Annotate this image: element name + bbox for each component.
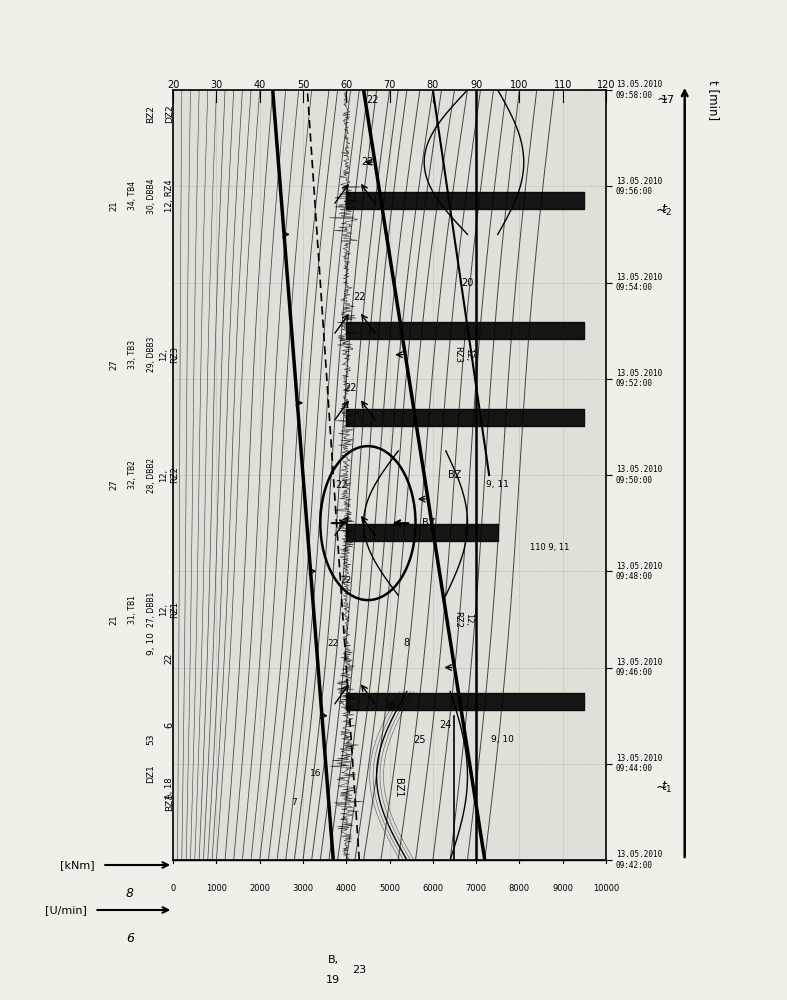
Text: B,: B, (327, 955, 339, 965)
Text: BZ1: BZ1 (164, 793, 174, 811)
Text: 12,
RZ3: 12, RZ3 (453, 346, 473, 363)
Text: ~: ~ (656, 203, 667, 217)
Text: A, 18: A, 18 (164, 777, 174, 799)
Text: 5000: 5000 (379, 884, 400, 893)
Text: 50: 50 (297, 80, 309, 90)
Text: 12,
RZ1: 12, RZ1 (160, 601, 179, 618)
Text: 20: 20 (167, 80, 179, 90)
Text: 6: 6 (164, 722, 174, 728)
Text: 10000: 10000 (593, 884, 619, 893)
Text: 29, DBB3: 29, DBB3 (146, 337, 156, 372)
Text: 7: 7 (291, 798, 297, 807)
Text: 12,
RZ3: 12, RZ3 (160, 346, 179, 363)
Text: 22: 22 (336, 480, 348, 490)
Text: 33, TB3: 33, TB3 (127, 340, 137, 369)
Text: 90: 90 (470, 80, 482, 90)
Text: 53: 53 (146, 734, 156, 745)
Text: 110: 110 (553, 80, 572, 90)
Text: 0: 0 (171, 884, 176, 893)
Text: 6: 6 (126, 932, 134, 945)
Text: 27, DBB1: 27, DBB1 (146, 592, 156, 627)
Text: 7000: 7000 (466, 884, 486, 893)
Text: 22: 22 (353, 292, 365, 302)
Text: 9, 11: 9, 11 (486, 480, 509, 489)
Text: 1000: 1000 (206, 884, 227, 893)
Text: BZ: BZ (422, 518, 435, 528)
Text: BZ2: BZ2 (146, 105, 156, 123)
Text: 22: 22 (345, 383, 357, 393)
Text: 26: 26 (384, 702, 395, 710)
Text: 16: 16 (310, 769, 322, 778)
Text: 100: 100 (510, 80, 529, 90)
Text: 25: 25 (414, 735, 426, 745)
Text: 8: 8 (404, 638, 410, 648)
Text: ~: ~ (656, 781, 667, 795)
Text: 6000: 6000 (423, 884, 443, 893)
Text: 12,
RZ2: 12, RZ2 (160, 467, 179, 483)
Text: 22: 22 (327, 639, 339, 648)
Text: 21: 21 (109, 200, 119, 211)
Text: BZ1: BZ1 (394, 778, 403, 798)
Text: 27: 27 (109, 479, 119, 490)
Text: 22: 22 (366, 95, 379, 105)
Text: 12, RZ4: 12, RZ4 (164, 180, 174, 212)
Text: 40: 40 (253, 80, 266, 90)
Text: 4000: 4000 (336, 884, 357, 893)
Text: DZ2: DZ2 (164, 105, 174, 123)
Text: 12,
RZ2: 12, RZ2 (453, 611, 473, 628)
Text: BZ: BZ (448, 470, 461, 480)
Text: 80: 80 (427, 80, 439, 90)
Text: 28, DBB2: 28, DBB2 (146, 457, 156, 493)
Text: 120: 120 (597, 80, 615, 90)
Text: 8000: 8000 (509, 884, 530, 893)
Text: 31, TB1: 31, TB1 (127, 595, 137, 624)
Text: 3000: 3000 (293, 884, 313, 893)
Text: 22: 22 (341, 576, 352, 585)
Text: 17: 17 (661, 95, 675, 105)
Text: 70: 70 (383, 80, 396, 90)
Text: 24: 24 (440, 720, 452, 730)
Text: 30, DBB4: 30, DBB4 (146, 178, 156, 214)
Text: [kNm]: [kNm] (60, 860, 94, 870)
Text: 22: 22 (362, 157, 374, 167)
Text: $t_2$: $t_2$ (661, 203, 673, 218)
Text: 60: 60 (340, 80, 353, 90)
Text: 20: 20 (461, 277, 474, 288)
Text: [U/min]: [U/min] (45, 905, 87, 915)
Text: 9, 10: 9, 10 (146, 632, 156, 655)
Text: 21: 21 (109, 614, 119, 625)
Text: 9, 10: 9, 10 (490, 735, 514, 744)
Text: 34, TB4: 34, TB4 (127, 181, 137, 210)
Text: 8: 8 (126, 887, 134, 900)
Text: 32, TB2: 32, TB2 (127, 461, 137, 489)
Text: $t_1$: $t_1$ (661, 780, 673, 795)
Text: ~: ~ (657, 93, 668, 107)
Text: t [min]: t [min] (707, 80, 720, 120)
Text: 9000: 9000 (552, 884, 573, 893)
Text: 30: 30 (210, 80, 223, 90)
Text: 27: 27 (109, 359, 119, 370)
Text: 110 9, 11: 110 9, 11 (530, 543, 570, 552)
Text: 22: 22 (164, 652, 174, 664)
Text: 19: 19 (327, 975, 340, 985)
Text: DZ1: DZ1 (146, 764, 156, 783)
Text: 2000: 2000 (249, 884, 270, 893)
Text: 23: 23 (353, 965, 366, 975)
